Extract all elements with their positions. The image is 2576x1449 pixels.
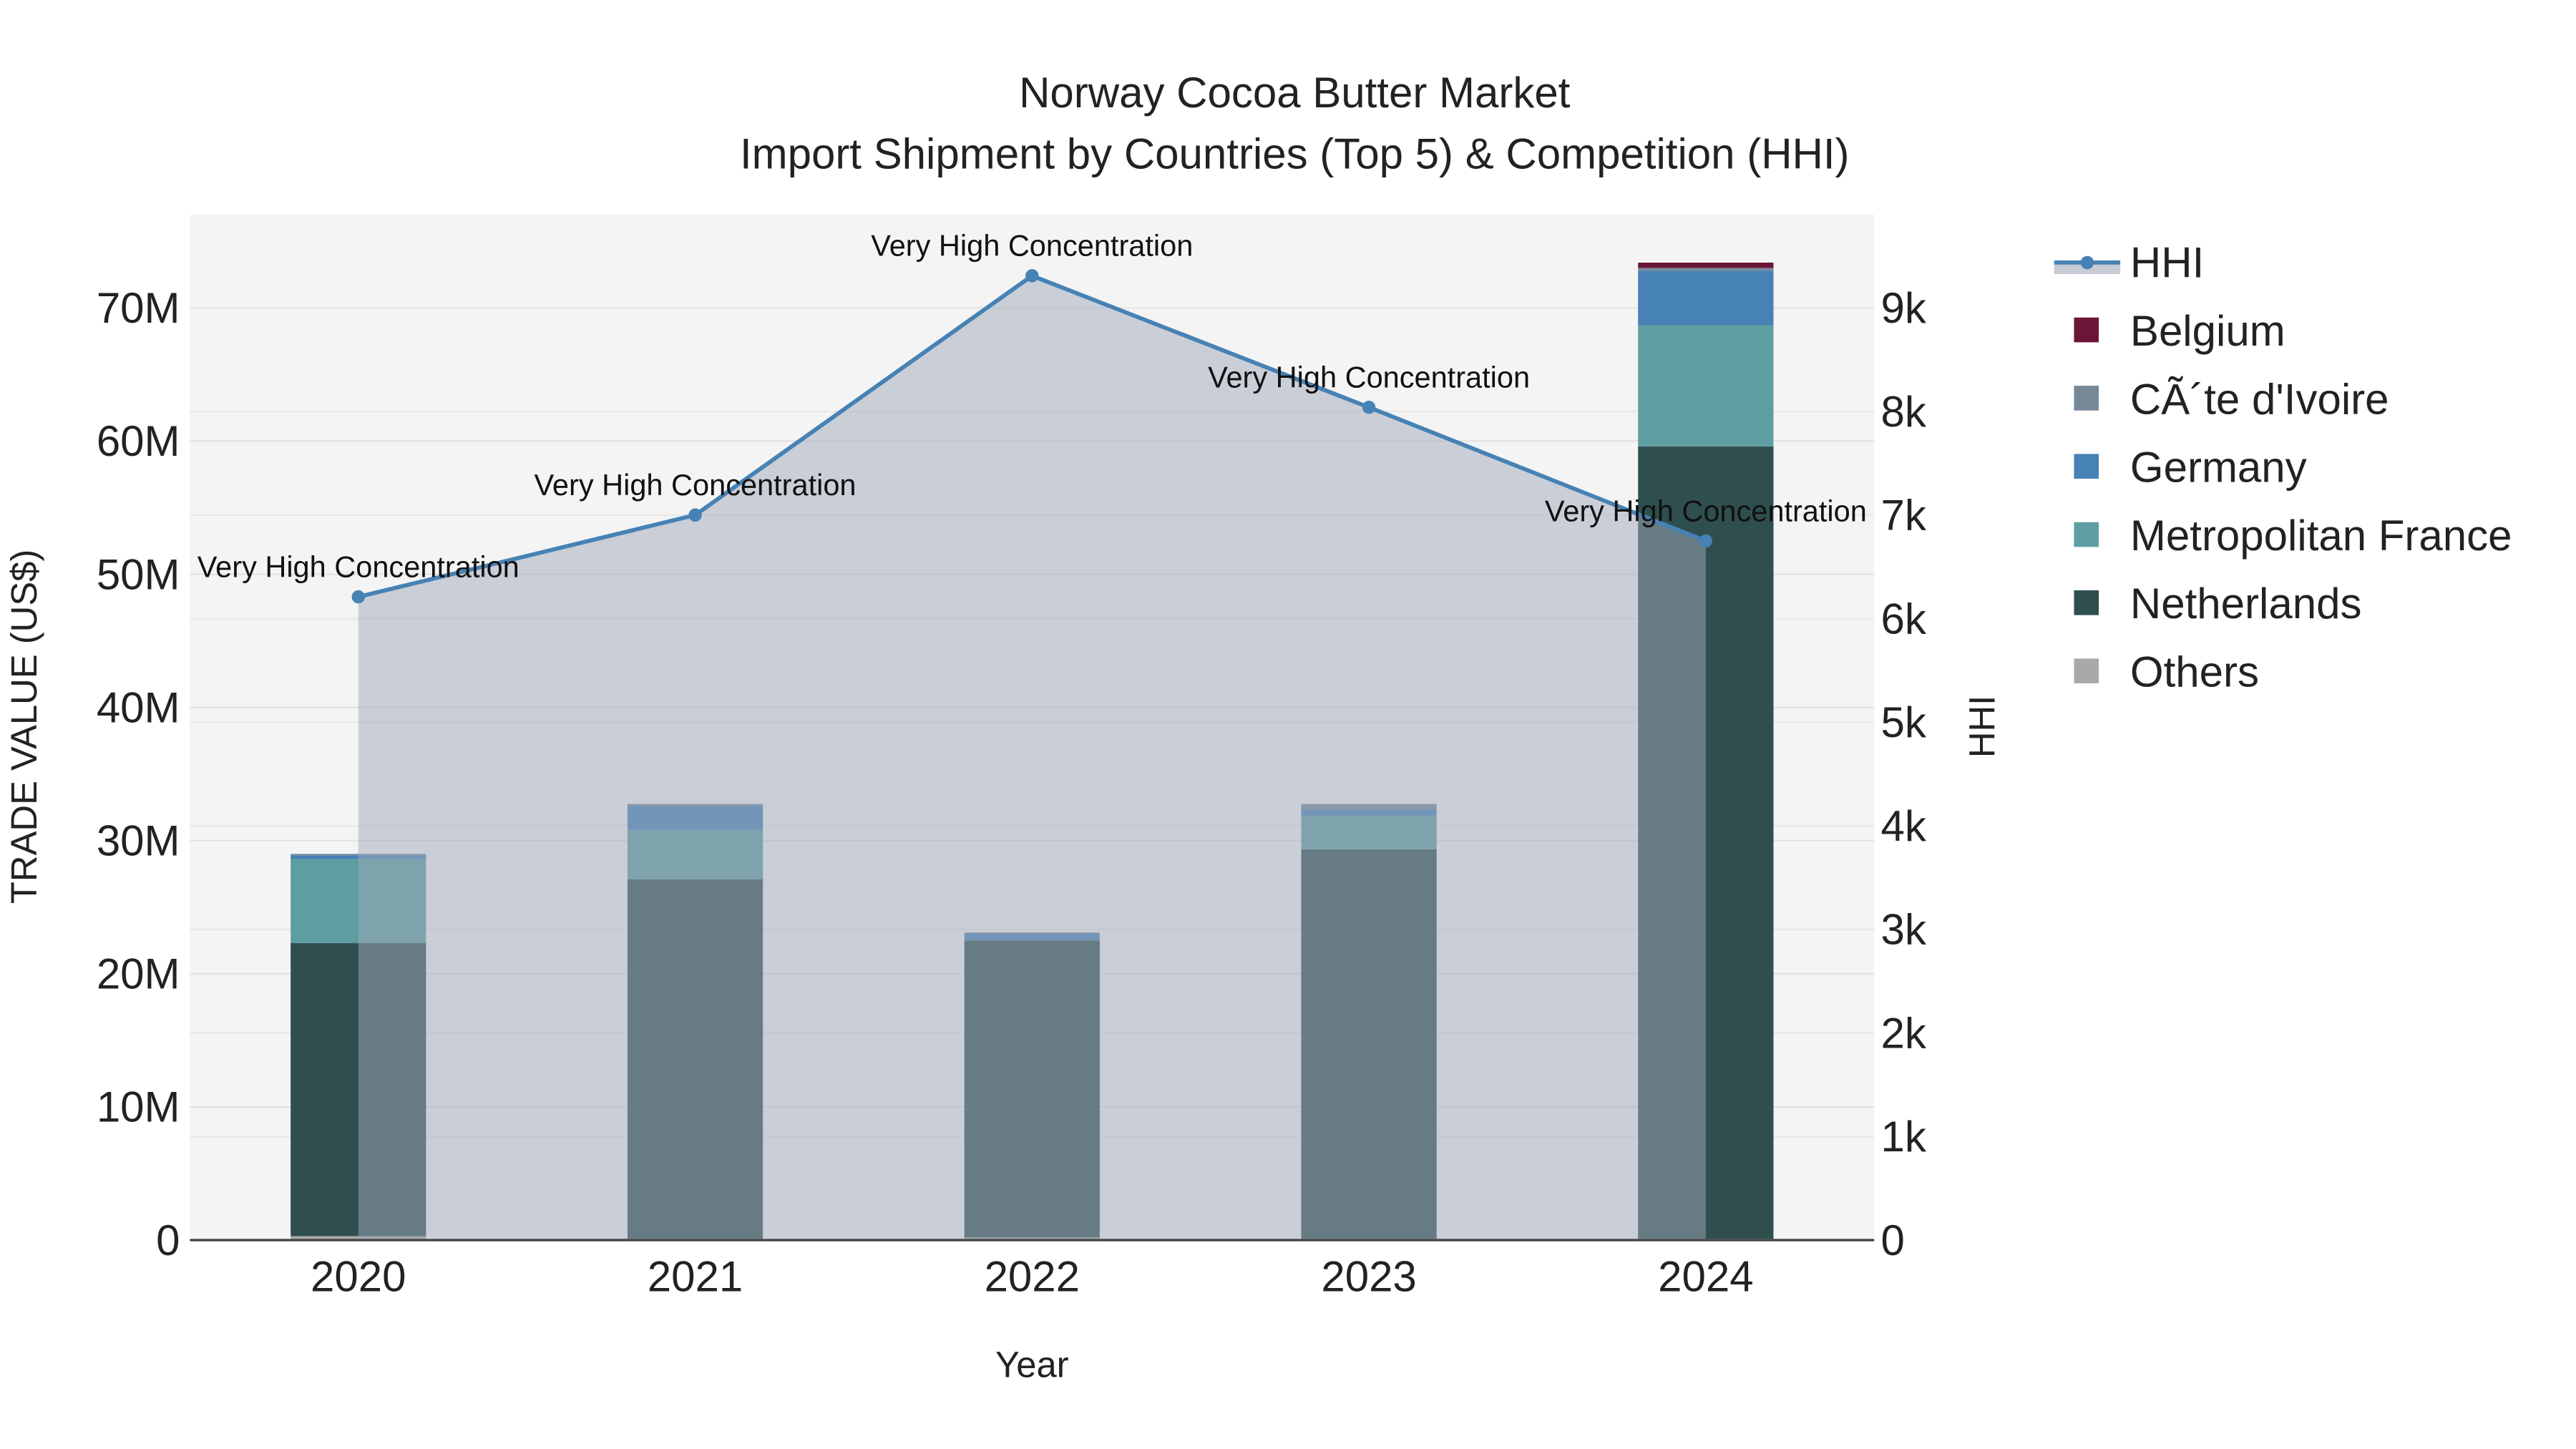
y-tick-label: 50M — [97, 550, 180, 598]
legend[interactable]: HHI Belgium CÃ´te d'Ivoire Germany Metropoli… — [2054, 239, 2512, 696]
y-tick-label: 30M — [97, 817, 180, 865]
y2-tick-label: 8k — [1880, 388, 1926, 436]
legend-label: Germany — [2130, 444, 2307, 492]
y2-tick-label: 1k — [1880, 1113, 1926, 1161]
hhi-point — [1025, 269, 1039, 283]
bar-c-te-d-ivoire — [1638, 268, 1774, 271]
hhi-point — [688, 508, 702, 522]
legend-swatch — [2074, 454, 2099, 479]
y2-axis-label: HHI — [1962, 696, 2003, 758]
bar-germany — [1638, 270, 1774, 326]
x-axis-ticks: 2020 2021 2022 2023 2024 — [311, 1253, 1754, 1301]
hhi-annotation: Very High Concentration — [1545, 494, 1867, 527]
y-tick-label: 10M — [97, 1083, 180, 1131]
legend-label: Others — [2130, 648, 2259, 696]
y2-axis-ticks: 0 1k 2k 3k 4k 5k 6k 7k 8k 9k — [1880, 284, 1926, 1264]
y2-tick-label: 2k — [1880, 1009, 1926, 1057]
hhi-annotation: Very High Concentration — [197, 550, 519, 583]
chart-subtitle: Import Shipment by Countries (Top 5) & C… — [740, 130, 1850, 177]
hhi-annotation: Very High Concentration — [535, 468, 857, 502]
hhi-point — [1362, 401, 1376, 414]
x-tick-label: 2022 — [985, 1253, 1080, 1301]
legend-swatch — [2074, 658, 2099, 683]
y-tick-label: 20M — [97, 950, 180, 998]
hhi-annotation: Very High Concentration — [1208, 361, 1530, 394]
legend-label: Netherlands — [2130, 580, 2362, 628]
x-axis-label: Year — [995, 1345, 1069, 1385]
y2-tick-label: 3k — [1880, 906, 1926, 954]
y-tick-label: 0 — [156, 1216, 180, 1264]
x-tick-label: 2023 — [1321, 1253, 1416, 1301]
y-axis-label: TRADE VALUE (US$) — [4, 550, 44, 904]
hhi-point — [1699, 534, 1713, 548]
hhi-annotation: Very High Concentration — [871, 229, 1193, 263]
y2-tick-label: 6k — [1880, 595, 1926, 643]
legend-label: Belgium — [2130, 307, 2285, 355]
y2-tick-label: 5k — [1880, 698, 1926, 746]
legend-swatch — [2074, 590, 2099, 615]
y2-tick-label: 0 — [1880, 1216, 1904, 1264]
bar-metropolitan-france — [1638, 325, 1774, 447]
y2-tick-label: 4k — [1880, 802, 1926, 850]
legend-marker-hhi — [2080, 255, 2094, 270]
y2-tick-label: 7k — [1880, 492, 1926, 540]
legend-label: CÃ´te d'Ivoire — [2130, 375, 2389, 423]
y-axis-ticks: 0 10M 20M 30M 40M 50M 60M 70M — [97, 284, 180, 1264]
hhi-point — [351, 590, 365, 604]
legend-label: HHI — [2130, 239, 2204, 287]
x-tick-label: 2024 — [1658, 1253, 1753, 1301]
y2-tick-label: 9k — [1880, 284, 1926, 332]
bar-belgium — [1638, 263, 1774, 268]
x-tick-label: 2020 — [311, 1253, 406, 1301]
y-tick-label: 40M — [97, 683, 180, 731]
legend-label: Metropolitan France — [2130, 512, 2512, 560]
chart-title: Norway Cocoa Butter Market — [1019, 69, 1571, 117]
legend-swatch — [2074, 522, 2099, 547]
y-tick-label: 70M — [97, 284, 180, 332]
legend-swatch — [2074, 386, 2099, 411]
x-tick-label: 2021 — [648, 1253, 743, 1301]
y-tick-label: 60M — [97, 417, 180, 465]
hhi-series: Very High Concentration Very High Concent… — [197, 229, 1867, 1241]
legend-swatch — [2074, 317, 2099, 343]
